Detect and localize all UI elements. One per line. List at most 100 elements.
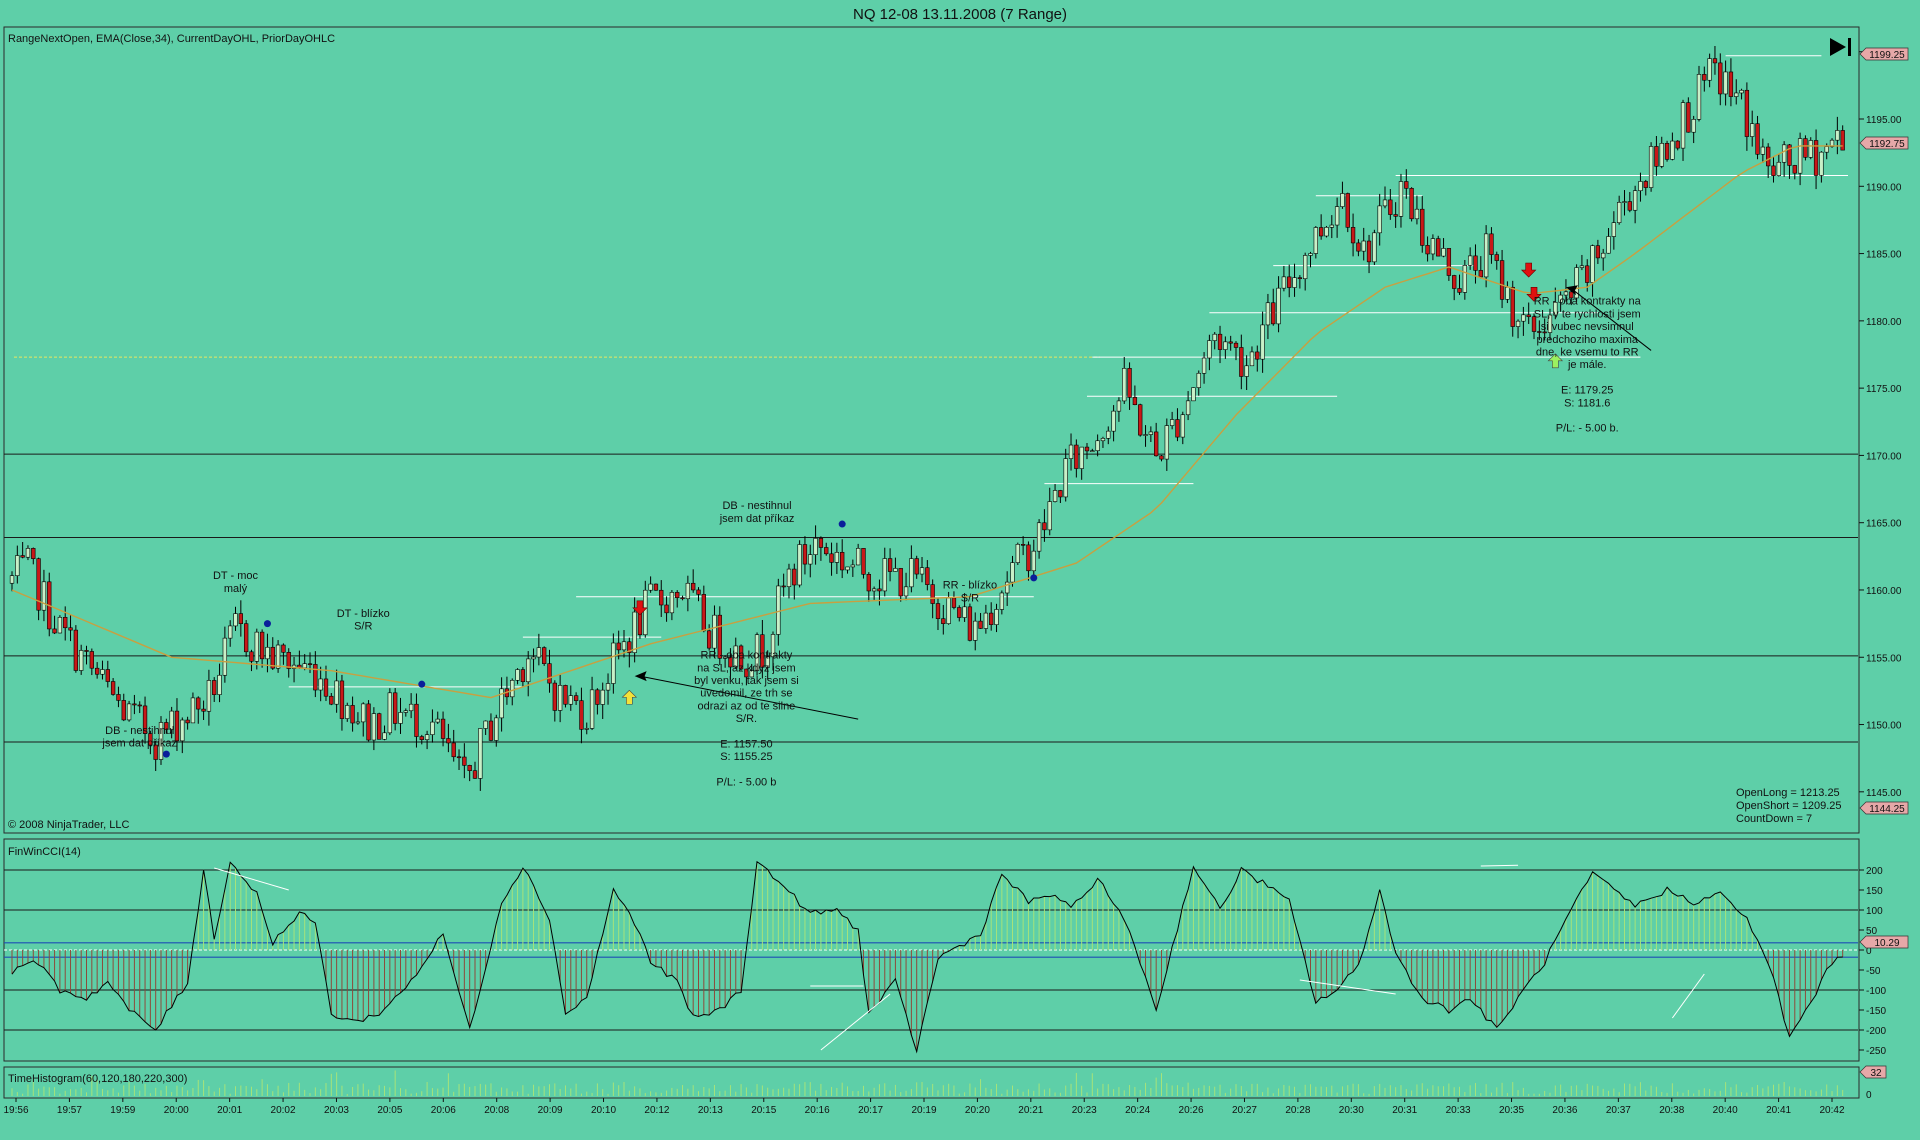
play-to-end-icon[interactable]: [1826, 36, 1854, 58]
candle-up: [1606, 236, 1611, 254]
candle-up: [1191, 387, 1196, 402]
cci-value-label: 10.29: [1859, 935, 1909, 949]
candle-down: [866, 573, 871, 592]
candle-up: [9, 575, 15, 584]
candle-down: [1494, 254, 1499, 261]
candle-up: [1505, 286, 1510, 300]
candle-up: [190, 697, 196, 724]
candle-up: [387, 692, 393, 734]
candle-down: [52, 628, 57, 634]
candle-up: [1052, 490, 1058, 502]
annotation-line: byl venku, tak jsem si: [694, 675, 799, 687]
candle-down: [840, 552, 845, 571]
candle-up: [1590, 245, 1595, 283]
candle-up: [1095, 440, 1100, 451]
candle-up: [1372, 232, 1377, 263]
candle-up: [515, 669, 520, 681]
candle-up: [1648, 146, 1654, 188]
candle-down: [1318, 227, 1324, 237]
candle-down: [914, 558, 919, 575]
candle-up: [430, 721, 435, 735]
time-tick-label: 20:31: [1392, 1105, 1417, 1116]
candle-down: [1297, 277, 1303, 280]
candle-down: [1132, 397, 1138, 406]
candle-down: [861, 548, 866, 575]
candle-down: [121, 700, 126, 721]
candle-up: [669, 592, 675, 614]
candle-down: [1452, 275, 1457, 289]
candle-up: [158, 722, 164, 760]
candle-up: [1164, 425, 1169, 460]
candle-up: [1308, 253, 1313, 256]
candle-down: [1643, 181, 1648, 188]
candle-up: [882, 558, 887, 592]
candle-down: [520, 669, 526, 683]
candle-down: [1345, 193, 1350, 228]
candle-up: [1276, 287, 1281, 325]
candle-up: [1116, 400, 1122, 412]
candle-up: [361, 703, 366, 723]
candle-down: [957, 607, 962, 618]
candle-down: [1020, 544, 1026, 546]
candle-up: [946, 597, 951, 624]
candle-down: [659, 589, 664, 606]
candle-down: [829, 553, 834, 563]
candle-up: [1329, 224, 1334, 228]
candle-up: [776, 585, 781, 635]
candle-up: [1265, 302, 1271, 326]
candle-up: [1180, 414, 1185, 438]
cci-tick-label: 150: [1866, 886, 1883, 897]
cci-trend-line: [1671, 973, 1705, 1019]
candle-up: [568, 695, 573, 705]
candle-down: [414, 703, 419, 737]
marker-dot: [838, 520, 846, 528]
candle-down: [393, 692, 398, 724]
candle-down: [20, 555, 25, 558]
annotation-line: S/R.: [736, 713, 757, 725]
candle-up: [424, 734, 430, 740]
candle-down: [366, 703, 371, 741]
candle-up: [712, 614, 717, 649]
candle-up: [1483, 233, 1489, 278]
candle-down: [781, 585, 786, 588]
candle-up: [1632, 190, 1638, 211]
candle-up: [41, 581, 47, 611]
candle-down: [1675, 140, 1680, 149]
time-histogram: 0: [11, 1070, 1872, 1101]
candle-up: [1781, 144, 1787, 163]
candle-up: [1398, 181, 1404, 217]
annotation-line: uvedomil, ze trh se: [700, 688, 792, 700]
candle-up: [1010, 562, 1015, 583]
candle-up: [1553, 301, 1558, 316]
candle-down: [1728, 71, 1734, 97]
candle-up: [855, 548, 861, 566]
candle-down: [1084, 446, 1090, 452]
time-panel-label: TimeHistogram(60,120,180,220,300): [8, 1073, 187, 1085]
candle-up: [1824, 146, 1829, 153]
price-label-high: 1199.25: [1859, 47, 1909, 61]
marker-dot: [263, 620, 271, 628]
candle-down: [744, 668, 749, 678]
cci-tick-label: 0: [1866, 946, 1872, 957]
candle-down: [547, 663, 552, 684]
annotation-arrow-line: [1570, 288, 1652, 351]
candle-up: [1185, 400, 1191, 416]
candle-up: [345, 705, 350, 719]
candle-up: [1579, 265, 1585, 268]
price-tick-label: 1190.00: [1866, 182, 1902, 193]
candle-up: [100, 669, 105, 675]
time-tick-label: 20:13: [698, 1105, 723, 1116]
candle-up: [478, 728, 483, 779]
time-tick-label: 20:35: [1499, 1105, 1524, 1116]
candle-down: [1425, 245, 1430, 255]
candle-down: [174, 710, 180, 742]
time-tick-label: 19:59: [110, 1105, 135, 1116]
candle-up: [1723, 71, 1728, 95]
candle-up: [909, 558, 914, 588]
candle-up: [1558, 294, 1563, 303]
candle-up: [1462, 265, 1467, 293]
